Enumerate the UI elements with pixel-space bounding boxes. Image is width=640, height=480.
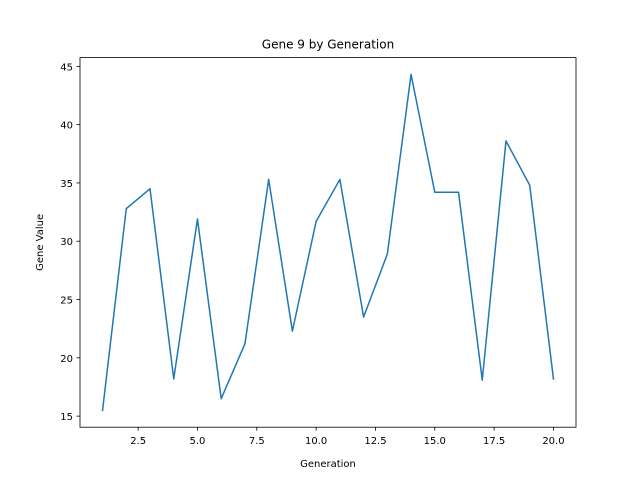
data-point (267, 178, 270, 181)
x-tick-label: 15.0 (424, 436, 446, 447)
x-axis-label: Generation (300, 459, 356, 470)
y-axis: 15 20 25 30 35 40 45 (60, 62, 80, 423)
data-point (101, 409, 104, 412)
data-point (552, 378, 555, 380)
chart-title: Gene 9 by Generation (262, 38, 394, 52)
data-point (528, 184, 531, 187)
data-point (457, 191, 460, 194)
x-tick-label: 5.0 (190, 436, 206, 447)
x-tick-label: 7.5 (249, 436, 265, 447)
y-tick-label: 45 (60, 62, 73, 73)
x-tick-label: 12.5 (364, 436, 386, 447)
data-point (434, 191, 436, 194)
data-point (196, 218, 199, 220)
plot-frame (79, 57, 577, 428)
y-tick-label: 30 (60, 237, 73, 248)
data-point (172, 378, 175, 380)
data-point (339, 178, 341, 181)
x-tick-label: 10.0 (305, 436, 327, 447)
data-point (481, 379, 484, 381)
data-point (410, 73, 412, 76)
data-point (125, 207, 128, 210)
x-tick-label: 17.5 (483, 436, 505, 447)
x-tick-label: 20.0 (542, 436, 564, 447)
plot-area (101, 73, 555, 412)
data-point (291, 330, 294, 332)
data-point (315, 220, 317, 223)
y-tick-label: 15 (60, 412, 73, 423)
data-point (149, 188, 151, 190)
data-point (362, 316, 365, 318)
y-tick-label: 20 (60, 354, 73, 365)
data-point (505, 140, 507, 142)
series-line (101, 73, 555, 412)
data-point (244, 343, 246, 345)
x-tick-label: 2.5 (130, 436, 146, 447)
y-axis-label: Gene Value (35, 214, 46, 271)
y-tick-label: 40 (60, 121, 73, 132)
data-point (220, 397, 222, 400)
y-tick-label: 25 (60, 296, 73, 307)
y-tick-label: 35 (60, 179, 73, 190)
data-point (386, 253, 389, 255)
x-axis: 2.5 5.0 7.5 10.0 12.5 15.0 17.5 20.0 (130, 427, 565, 447)
